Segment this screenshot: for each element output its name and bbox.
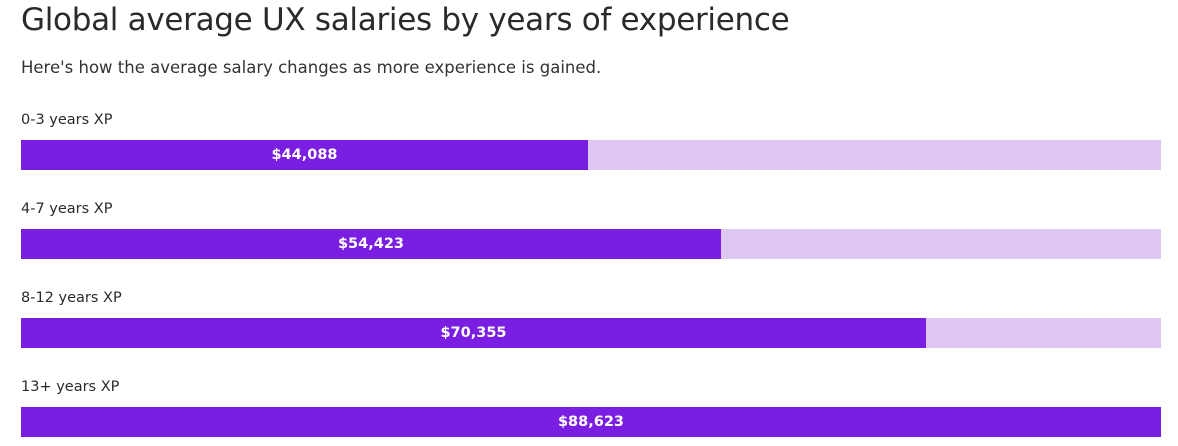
- bar: [21, 318, 926, 348]
- chart-title: Global average UX salaries by years of e…: [21, 2, 790, 38]
- bar-track: $70,355: [21, 318, 1161, 348]
- category-label: 4-7 years XP: [21, 201, 113, 217]
- bar-value-label: $88,623: [557, 414, 625, 430]
- bar: [21, 229, 721, 259]
- chart-subtitle: Here's how the average salary changes as…: [21, 58, 602, 77]
- bar-value-label: $70,355: [440, 325, 507, 341]
- category-label: 0-3 years XP: [21, 112, 113, 128]
- category-label: 13+ years XP: [21, 379, 120, 395]
- bar: [21, 140, 588, 170]
- category-label: 8-12 years XP: [21, 290, 122, 306]
- bar-track: $88,623: [21, 407, 1161, 437]
- bar-value-label: $54,423: [337, 236, 405, 252]
- bar-track: $44,088: [21, 140, 1161, 170]
- bar: [21, 407, 1161, 437]
- bar-value-label: $44,088: [271, 147, 338, 163]
- bar-track: $54,423: [21, 229, 1161, 259]
